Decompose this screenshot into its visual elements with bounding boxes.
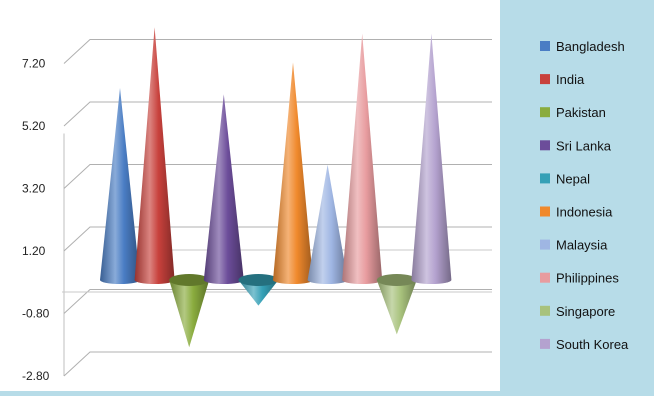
cone-nepal <box>238 274 279 306</box>
legend-item: Pakistan <box>540 105 606 120</box>
y-tick-label: 5.20 <box>22 119 46 133</box>
y-tick-label: 7.20 <box>22 57 46 71</box>
cone-bangladesh <box>100 88 140 284</box>
legend-label: Philippines <box>556 271 619 286</box>
legend-label: Nepal <box>556 171 590 186</box>
y-tick-label: -2.80 <box>22 369 50 383</box>
cone-bangladesh-body <box>100 88 140 284</box>
cone-series <box>100 27 452 348</box>
legend-item: South Korea <box>540 337 629 352</box>
legend-swatch <box>540 305 550 316</box>
cone-indonesia <box>273 62 313 285</box>
legend-label: Malaysia <box>556 238 608 253</box>
cone-singapore <box>376 274 417 335</box>
legend-item: Malaysia <box>540 238 608 253</box>
cone-sri-lanka-body <box>203 94 244 285</box>
legend-label: Bangladesh <box>556 39 625 54</box>
grid-lines <box>62 39 492 377</box>
grid-line <box>63 351 492 377</box>
legend: Bangladesh India Pakistan Sri Lanka Nepal Ind… <box>540 39 629 352</box>
cone-philippines <box>342 33 383 284</box>
cone-india-body <box>134 27 175 284</box>
cone-india <box>134 27 175 284</box>
cone-south-korea-body <box>411 33 452 284</box>
cone-philippines-body <box>342 33 383 284</box>
legend-swatch <box>540 74 550 85</box>
y-tick-label: 1.20 <box>22 244 46 258</box>
cone-singapore-body <box>376 280 417 335</box>
cone-malaysia-body <box>307 164 348 284</box>
legend-label: Sri Lanka <box>556 138 612 153</box>
cone-nepal-base <box>238 274 279 286</box>
y-tick-label: 3.20 <box>22 182 46 196</box>
cone-pakistan-body <box>169 280 210 348</box>
cone-singapore-base <box>376 274 417 286</box>
legend-label: Singapore <box>556 304 615 319</box>
cone-indonesia-body <box>273 62 313 285</box>
legend-item: Philippines <box>540 271 619 286</box>
legend-item: Nepal <box>540 171 590 186</box>
legend-swatch <box>540 41 550 51</box>
legend-swatch <box>540 173 550 184</box>
legend-swatch <box>540 206 550 217</box>
legend-swatch <box>540 140 550 151</box>
legend-item: Singapore <box>540 304 615 319</box>
grid-line <box>63 289 492 314</box>
legend-label: Indonesia <box>556 205 613 220</box>
y-axis-ticks: 7.20 5.20 3.20 1.20 -0.80 -2.80 <box>22 57 50 384</box>
legend-item: Sri Lanka <box>540 138 612 153</box>
legend-item: Indonesia <box>540 205 613 220</box>
legend-swatch <box>540 272 550 283</box>
legend-label: South Korea <box>556 337 629 352</box>
cone-pakistan-base <box>169 274 210 286</box>
cone-south-korea <box>411 33 452 284</box>
y-tick-label: -0.80 <box>22 307 50 321</box>
legend-item: Bangladesh <box>540 39 625 54</box>
cone-pakistan <box>169 274 210 348</box>
legend-swatch <box>540 107 550 118</box>
chart-area: 7.20 5.20 3.20 1.20 -0.80 -2.80 Bangladesh Ind… <box>0 0 629 391</box>
legend-swatch <box>540 338 550 349</box>
cone-sri-lanka <box>203 94 244 285</box>
grid-line <box>63 39 492 64</box>
legend-item: India <box>540 72 585 87</box>
legend-label: India <box>556 72 585 87</box>
legend-label: Pakistan <box>556 105 606 120</box>
cone-malaysia <box>307 164 348 284</box>
legend-swatch <box>540 239 550 250</box>
cone-nepal-body <box>238 280 279 306</box>
